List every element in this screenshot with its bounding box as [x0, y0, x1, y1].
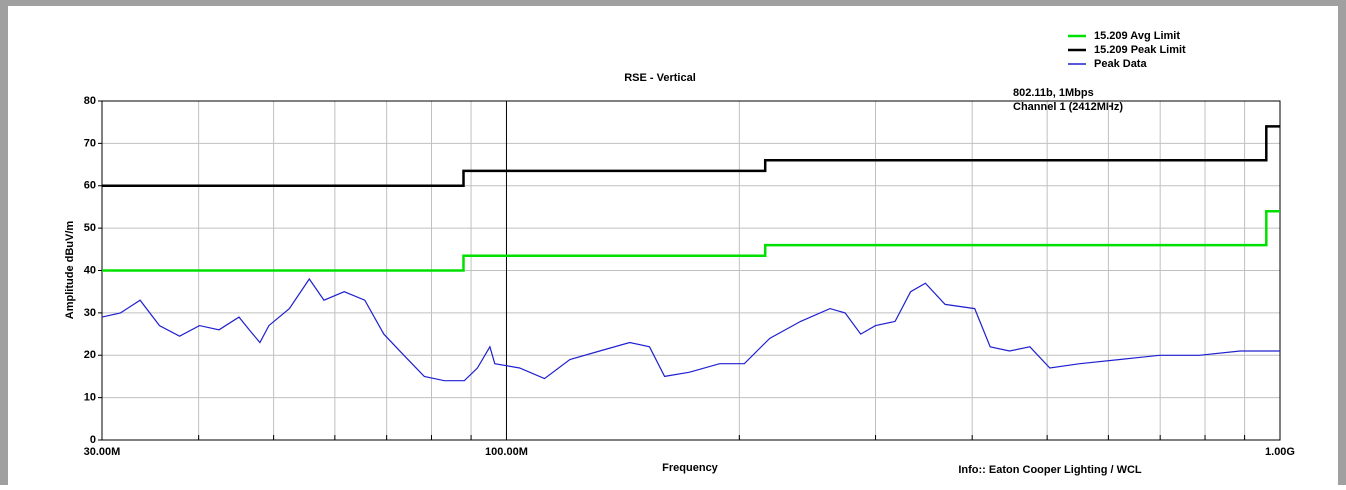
y-tick-label: 10: [84, 392, 96, 404]
annotation: 802.11b, 1Mbps: [1013, 87, 1094, 99]
legend-label: Peak Data: [1094, 58, 1147, 70]
legend-label: 15.209 Peak Limit: [1094, 44, 1186, 56]
chart-title: RSE - Vertical: [624, 72, 696, 84]
y-tick-label: 30: [84, 307, 96, 319]
x-tick-label: 30.00M: [84, 446, 121, 458]
x-tick-label: 1.00G: [1265, 446, 1295, 458]
series-line: [101, 277, 1280, 382]
annotation: Channel 1 (2412MHz): [1013, 101, 1123, 113]
y-tick-label: 40: [84, 264, 96, 276]
y-tick-label: 80: [84, 95, 96, 107]
y-tick-label: 0: [90, 434, 96, 446]
legend-label: 15.209 Avg Limit: [1094, 30, 1180, 42]
y-axis-label: Amplitude dBuV/m: [64, 221, 76, 320]
x-tick-label: 100.00M: [485, 446, 528, 458]
y-tick-label: 50: [84, 222, 96, 234]
x-axis-label: Frequency: [662, 462, 719, 474]
series-line: [102, 209, 1280, 272]
y-tick-label: 60: [84, 180, 96, 192]
series-line: [102, 125, 1280, 188]
y-tick-label: 20: [84, 349, 96, 361]
y-tick-label: 70: [84, 137, 96, 149]
info: Info:: Eaton Cooper Lighting / WCL: [958, 464, 1142, 476]
